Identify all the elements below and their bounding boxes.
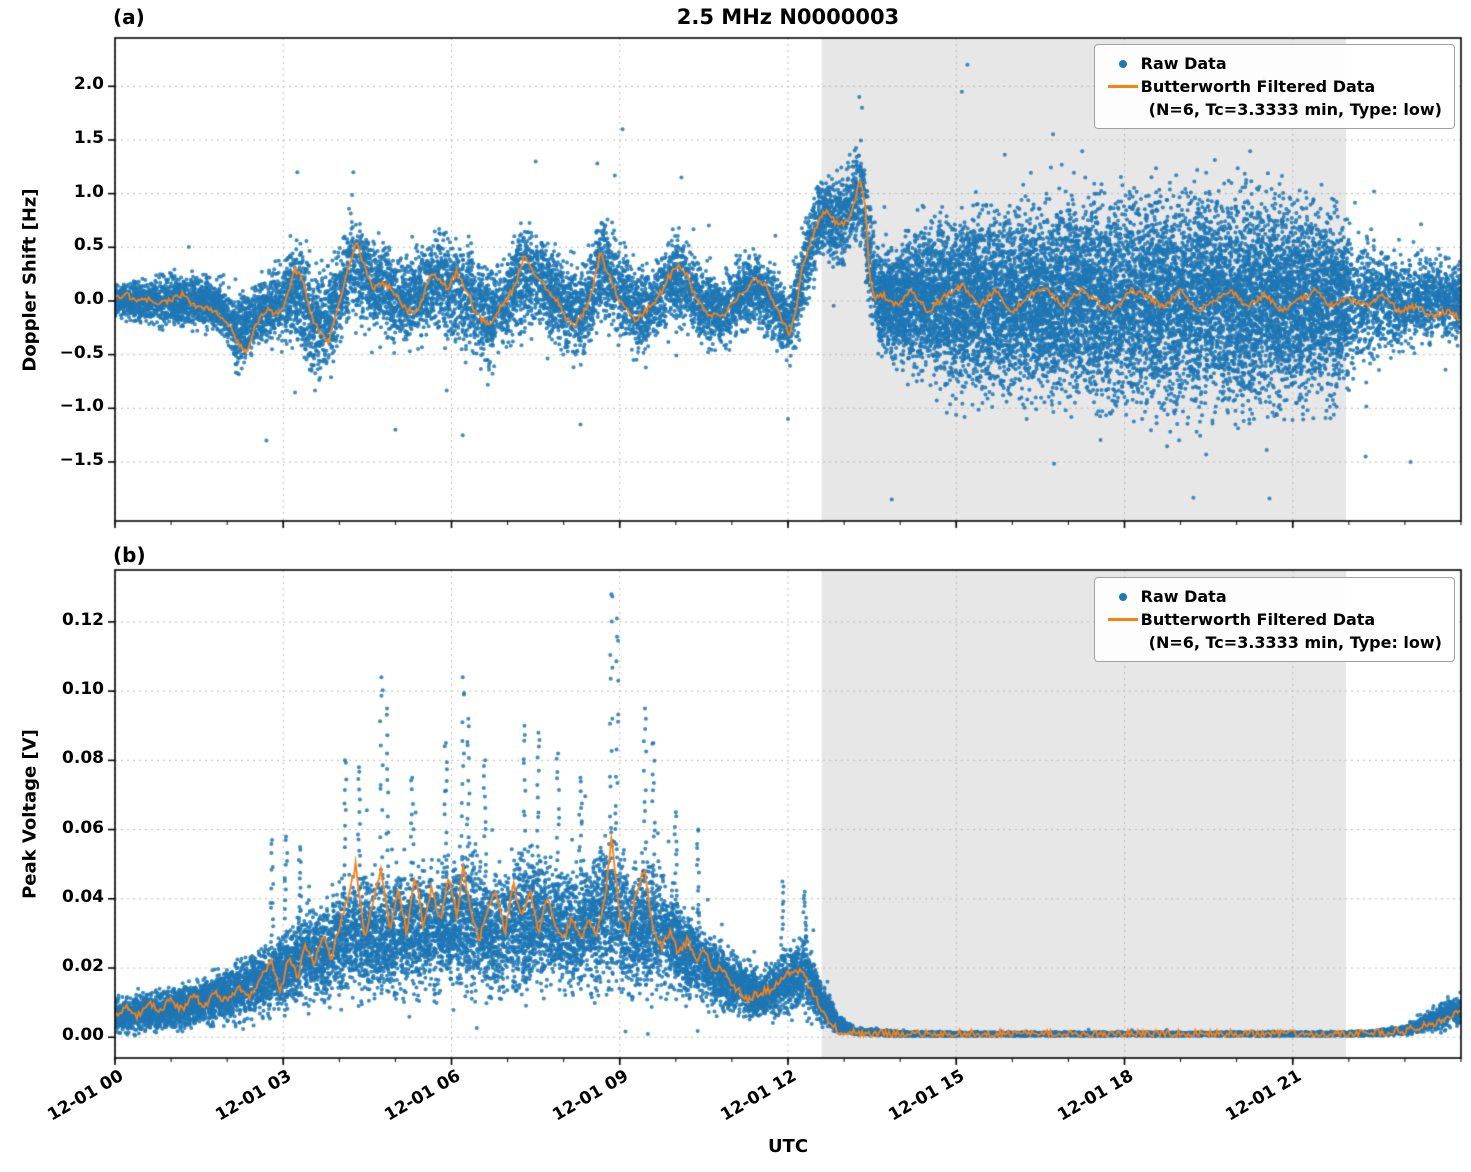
y-tick-label: 1.0 xyxy=(73,181,104,202)
y-tick-label: −0.5 xyxy=(59,342,104,363)
legend-filtered-sublabel: (N=6, Tc=3.3333 min, Type: low) xyxy=(1148,633,1442,652)
legend-filtered-entry: Butterworth Filtered Data xyxy=(1105,608,1442,631)
y-tick-label: 2.0 xyxy=(73,74,104,95)
y-tick-label: 0.02 xyxy=(62,956,104,976)
y-tick-label: 0.08 xyxy=(62,748,104,769)
raw-data-marker xyxy=(1105,59,1141,68)
y-tick-label: 0.04 xyxy=(62,886,104,907)
legend-filtered-label: Butterworth Filtered Data xyxy=(1140,610,1376,629)
filtered-line-marker xyxy=(1105,85,1141,88)
legend-filtered-entry: Butterworth Filtered Data xyxy=(1105,75,1442,98)
legend-raw-entry: Raw Data xyxy=(1105,585,1442,608)
y-tick-label: 0.0 xyxy=(73,288,104,309)
chart-title: 2.5 MHz N0000003 xyxy=(676,5,900,29)
legend-panel-a: Raw Data Butterworth Filtered Data (N=6,… xyxy=(1093,44,1455,129)
y-tick-label: 0.5 xyxy=(73,235,104,256)
y-tick-label: 0.10 xyxy=(62,679,104,700)
legend-raw-entry: Raw Data xyxy=(1105,52,1442,75)
y-tick-label: −1.5 xyxy=(59,449,104,470)
x-axis-label: UTC xyxy=(767,1136,809,1157)
y-tick-label: 0.06 xyxy=(62,817,104,838)
filtered-line-marker xyxy=(1105,618,1141,621)
y-tick-label: 0.00 xyxy=(62,1025,104,1046)
panel-b-label: (b) xyxy=(113,543,146,567)
legend-filtered-sublabel: (N=6, Tc=3.3333 min, Type: low) xyxy=(1148,100,1442,119)
legend-raw-label: Raw Data xyxy=(1140,587,1227,606)
legend-raw-label: Raw Data xyxy=(1140,54,1227,73)
y-tick-label: −1.0 xyxy=(59,396,104,417)
panel-a-label: (a) xyxy=(113,5,145,29)
y-tick-label: 1.5 xyxy=(73,127,104,148)
legend-filtered-label: Butterworth Filtered Data xyxy=(1140,77,1376,96)
raw-data-marker xyxy=(1105,592,1141,601)
legend-panel-b: Raw Data Butterworth Filtered Data (N=6,… xyxy=(1093,577,1455,662)
y-tick-label: 0.12 xyxy=(62,609,104,630)
